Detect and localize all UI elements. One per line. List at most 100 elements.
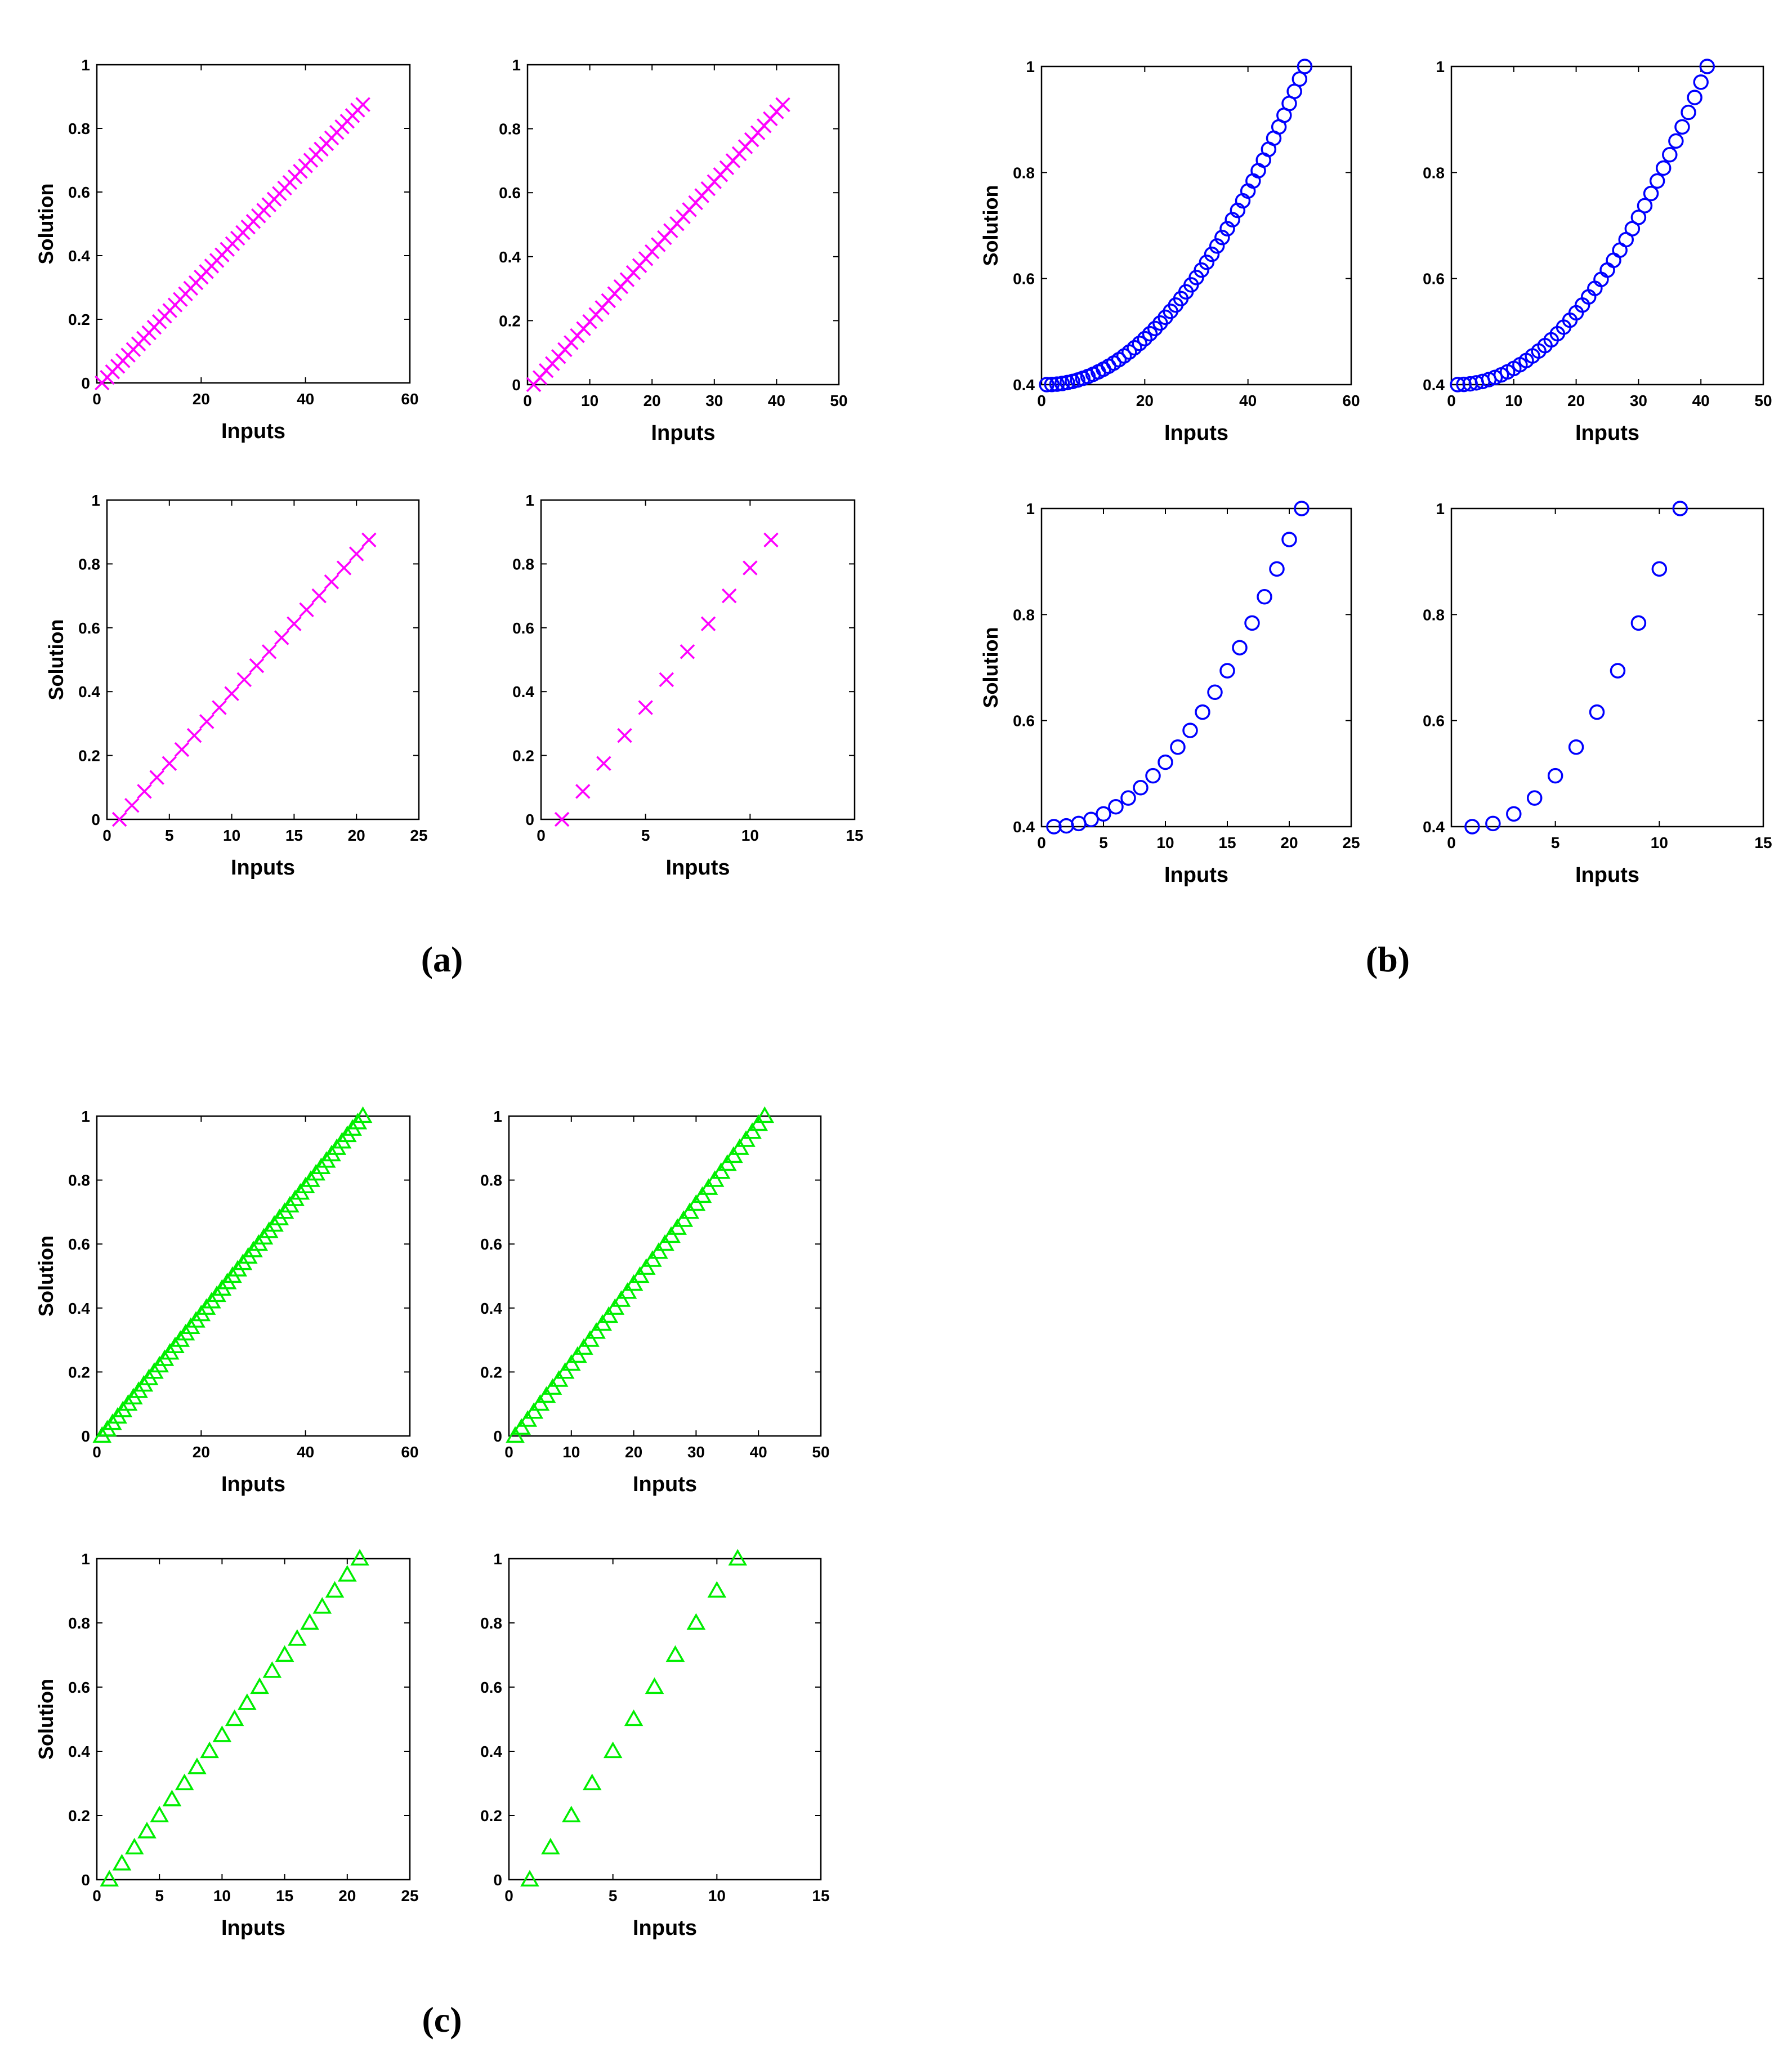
y-tick-label: 0.6 — [480, 1679, 502, 1696]
y-tick-label: 1 — [512, 56, 521, 74]
triangle-marker — [605, 1298, 625, 1315]
triangle-marker — [618, 1282, 637, 1299]
circle-marker — [1195, 704, 1210, 720]
triangle-marker — [636, 1258, 656, 1275]
circle-marker — [1662, 147, 1678, 163]
triangle-marker — [755, 1106, 775, 1123]
triangle-marker — [225, 1709, 244, 1727]
x-axis-label: Inputs — [221, 1916, 285, 1940]
circle-marker — [1046, 819, 1062, 835]
x-tick-label: 0 — [1037, 392, 1046, 409]
y-tick-label: 0.4 — [480, 1743, 502, 1760]
y-tick-label: 0.4 — [499, 248, 521, 266]
triangle-marker — [643, 1250, 662, 1267]
x-marker — [596, 756, 611, 771]
y-tick-label: 0.6 — [68, 1235, 90, 1253]
triangle-marker — [561, 1805, 581, 1823]
circle-marker — [1568, 739, 1584, 755]
x-marker — [287, 616, 302, 631]
y-tick-label: 0.6 — [1423, 712, 1445, 730]
triangle-marker — [537, 1386, 556, 1403]
y-tick-label: 1 — [81, 1108, 90, 1125]
circle-marker — [1674, 119, 1690, 135]
y-tick-label: 1 — [91, 492, 100, 509]
y-tick-label: 0.6 — [480, 1235, 502, 1253]
x-axis-label: Inputs — [666, 856, 730, 880]
circle-marker — [1204, 246, 1220, 262]
triangle-marker — [580, 1330, 600, 1347]
x-tick-label: 40 — [297, 1443, 314, 1461]
x-tick-label: 25 — [401, 1887, 418, 1904]
triangle-marker — [312, 1597, 332, 1614]
x-tick-label: 15 — [285, 827, 303, 844]
circle-marker — [1668, 133, 1684, 149]
x-marker — [575, 784, 591, 799]
plot-area-frame — [540, 499, 856, 820]
circle-marker — [1630, 209, 1647, 225]
circle-marker — [1655, 160, 1672, 176]
circle-marker — [1209, 238, 1225, 254]
y-tick-label: 0.2 — [68, 1807, 90, 1825]
triangle-marker — [680, 1202, 700, 1219]
plot-area-frame — [96, 1558, 411, 1881]
y-axis-label: Solution — [34, 1679, 57, 1760]
plot-area-frame — [96, 64, 411, 384]
circle-marker — [1687, 90, 1702, 105]
circle-marker — [1292, 71, 1308, 87]
triangle-marker — [350, 1549, 369, 1566]
x-marker — [137, 784, 152, 799]
x-tick-label: 40 — [297, 390, 314, 408]
x-tick-label: 0 — [92, 1887, 101, 1904]
x-tick-label: 30 — [705, 392, 723, 409]
x-axis-label: Inputs — [651, 421, 716, 445]
y-tick-label: 0.8 — [1423, 164, 1445, 181]
circle-marker — [1207, 684, 1223, 701]
triangle-marker — [665, 1645, 685, 1662]
x-marker — [124, 797, 140, 813]
chart-a1: 0 20 40 60 0 0.2 0.4 0.6 0.8 1 Inputs Solution — [34, 56, 419, 443]
triangle-marker — [574, 1338, 593, 1355]
x-tick-label: 10 — [741, 827, 759, 844]
y-tick-label: 0.8 — [480, 1614, 502, 1632]
x-tick-label: 10 — [223, 827, 240, 844]
x-marker — [743, 560, 758, 576]
y-tick-label: 0.8 — [78, 555, 100, 573]
circle-marker — [1281, 532, 1297, 547]
x-marker — [617, 728, 632, 743]
triangle-marker — [630, 1266, 650, 1283]
circle-marker — [1485, 815, 1501, 832]
x-tick-label: 0 — [92, 390, 101, 408]
y-tick-label: 1 — [1436, 500, 1445, 518]
circle-marker — [1506, 806, 1522, 822]
triangle-marker — [288, 1629, 307, 1646]
y-tick-label: 0 — [493, 1871, 502, 1889]
y-tick-label: 0.2 — [68, 311, 90, 328]
x-tick-label: 30 — [687, 1443, 705, 1461]
triangle-marker — [337, 1565, 357, 1582]
y-tick-label: 1 — [1026, 58, 1035, 75]
x-tick-label: 10 — [1505, 392, 1522, 409]
chart-a2: 0 10 20 30 40 50 0 0.2 0.4 0.6 0.8 1 Inputs — [499, 56, 848, 445]
x-tick-label: 5 — [155, 1887, 164, 1904]
x-axis-label: Inputs — [1164, 421, 1228, 445]
y-axis-label: Solution — [979, 627, 1002, 708]
x-marker — [174, 742, 190, 757]
circle-marker — [1120, 790, 1136, 806]
triangle-marker — [717, 1154, 737, 1171]
triangle-marker — [707, 1581, 727, 1598]
x-tick-label: 0 — [504, 1887, 513, 1904]
circle-marker — [1044, 377, 1060, 392]
chart-c2: 0 10 20 30 40 50 0 0.2 0.4 0.6 0.8 1 Inputs — [480, 1106, 830, 1496]
x-tick-label: 30 — [1630, 392, 1647, 409]
x-marker — [311, 588, 327, 604]
triangle-marker — [668, 1218, 687, 1235]
circle-marker — [1643, 185, 1659, 202]
y-tick-label: 0 — [525, 811, 534, 828]
x-tick-label: 15 — [1218, 834, 1236, 851]
x-marker — [659, 672, 674, 688]
triangle-marker — [520, 1870, 539, 1887]
x-tick-label: 50 — [812, 1443, 829, 1461]
triangle-marker — [124, 1837, 144, 1855]
y-tick-label: 0.8 — [499, 121, 521, 138]
triangle-marker — [112, 1854, 132, 1871]
